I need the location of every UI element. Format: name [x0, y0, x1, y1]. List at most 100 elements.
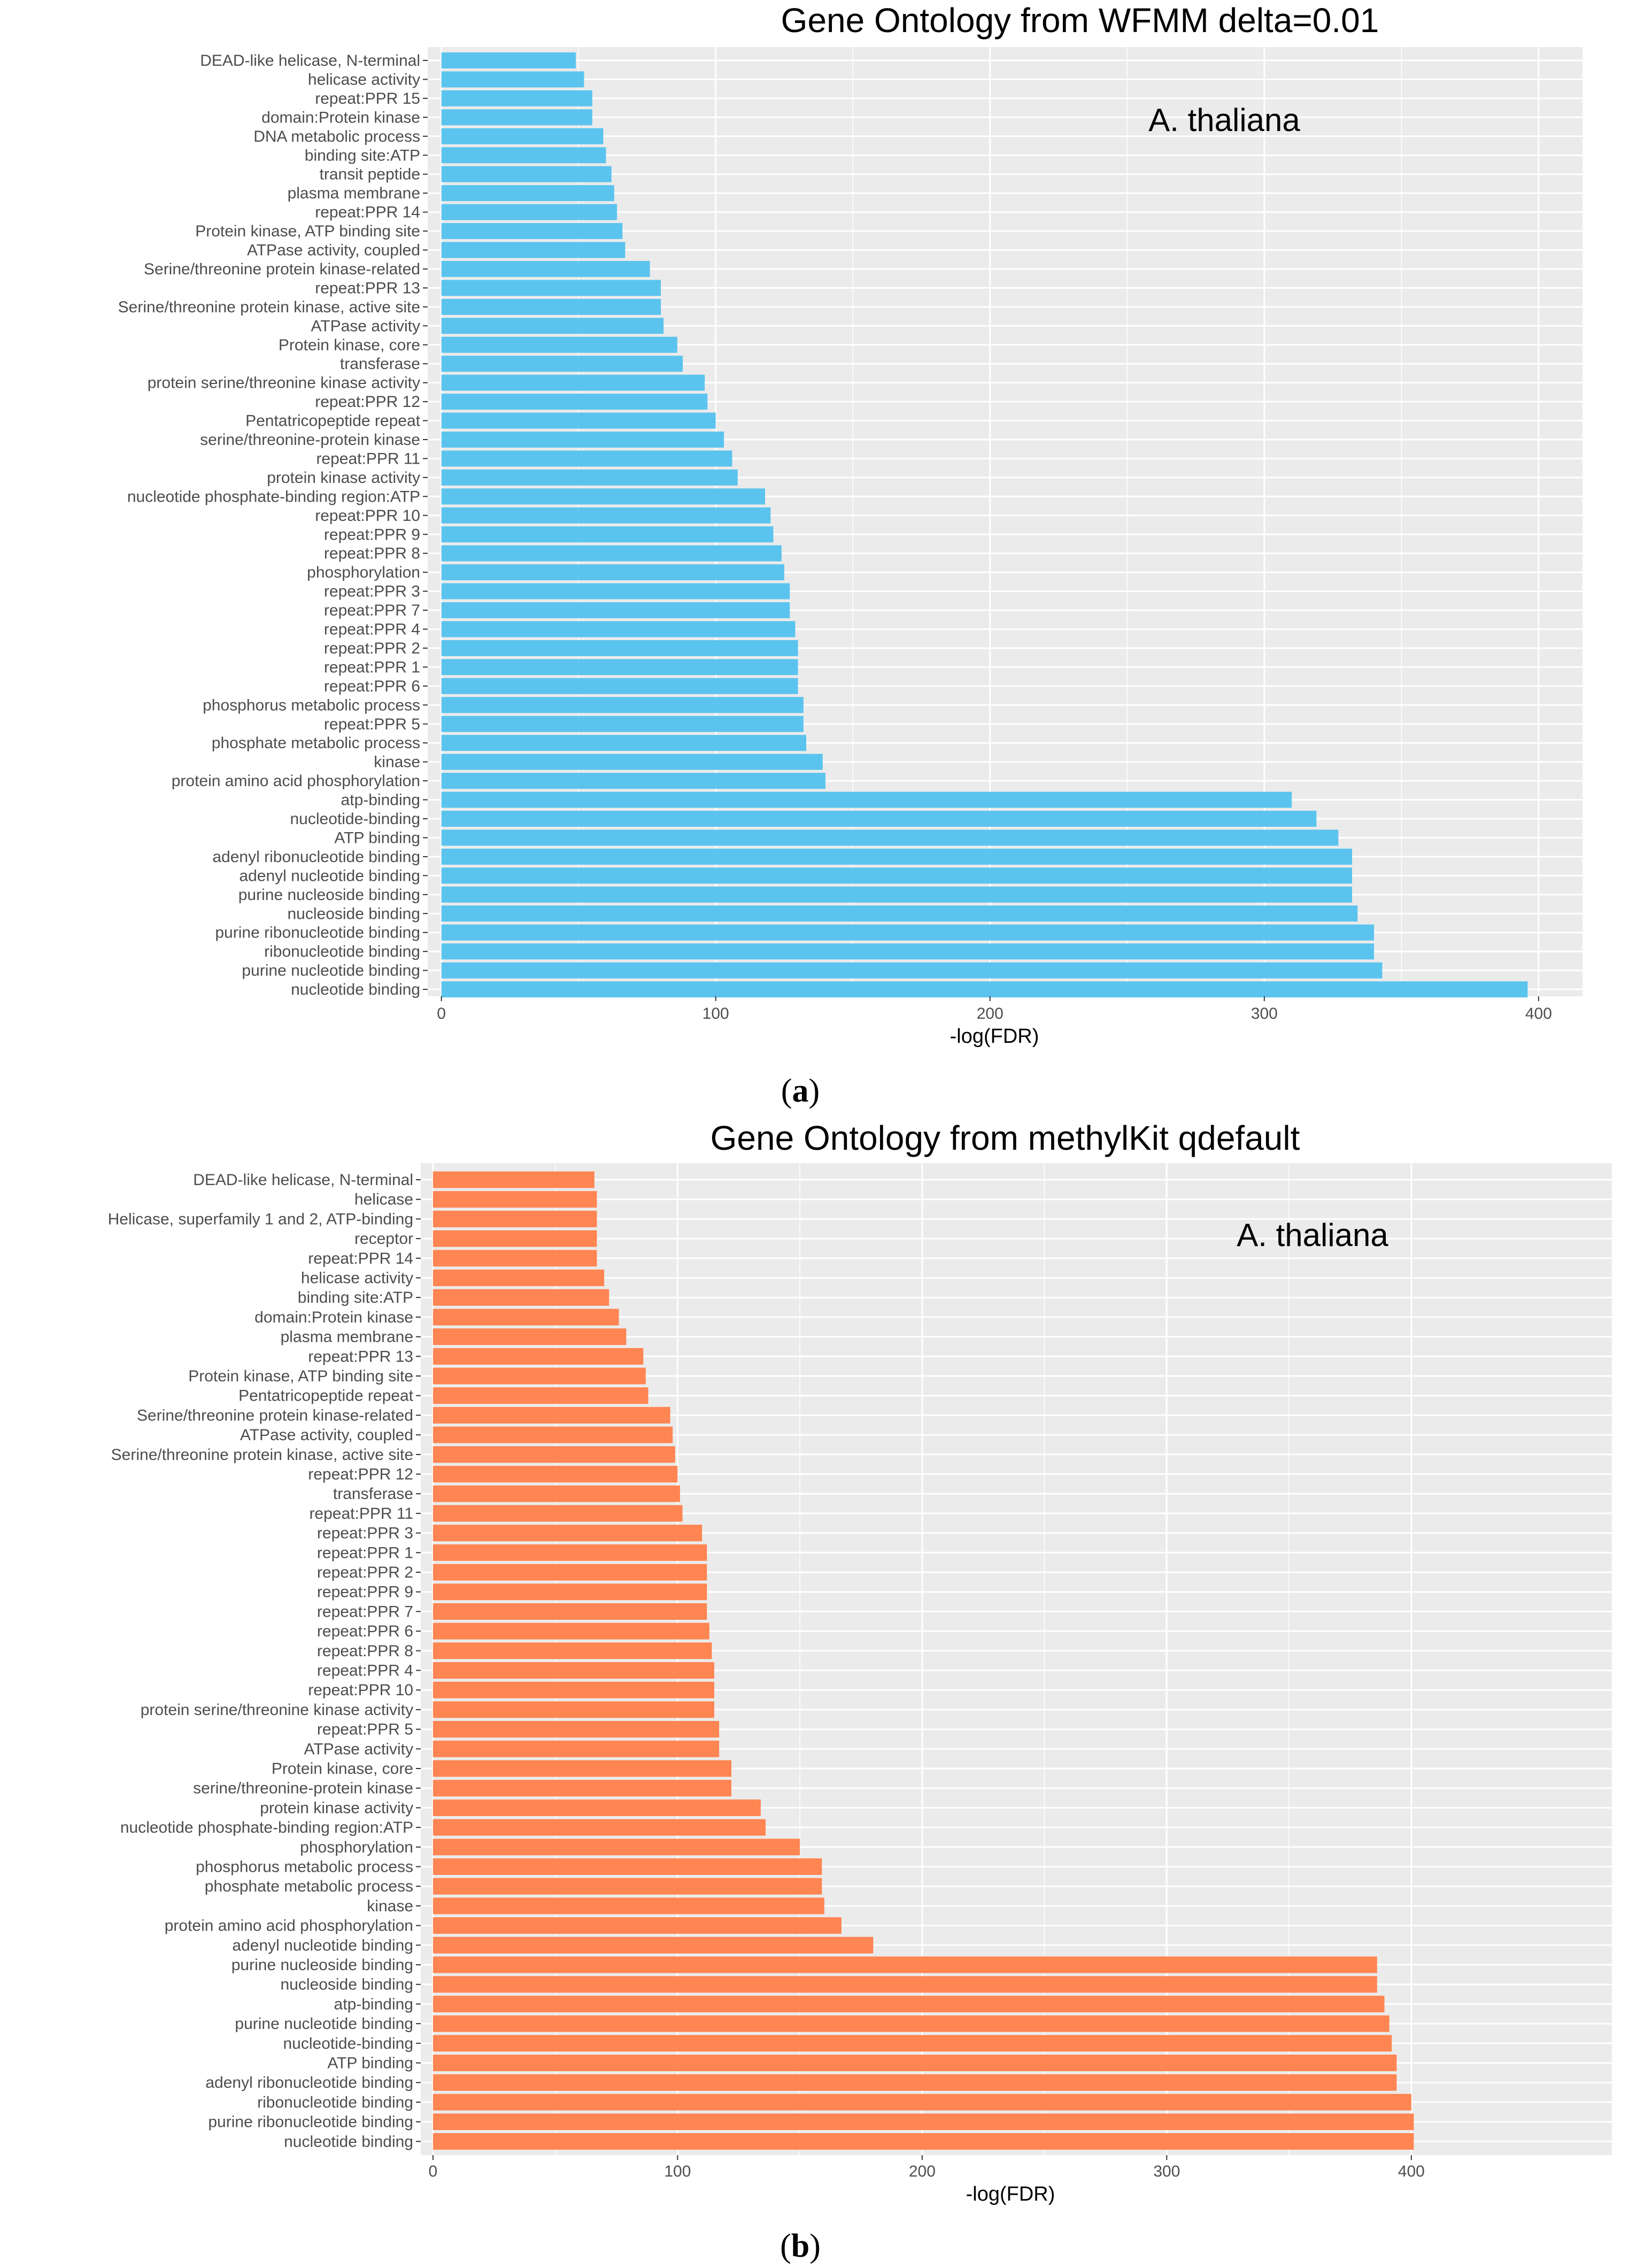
- chart-b-bar: [433, 1799, 761, 1816]
- chart-a-x-tick-label: 100: [702, 1005, 729, 1022]
- panel-b-letter: b: [791, 2228, 809, 2264]
- chart-b-bar: [433, 1446, 675, 1463]
- chart-b-category-label: Protein kinase, ATP binding site: [188, 1367, 413, 1385]
- chart-a-bar: [441, 811, 1317, 827]
- chart-b-bar: [433, 1642, 712, 1659]
- chart-b-bar: [433, 1839, 800, 1856]
- chart-a-category-label: serine/threonine-protein kinase: [200, 431, 420, 449]
- chart-a-bar: [441, 128, 604, 144]
- chart-b-bar: [433, 1936, 874, 1954]
- chart-a-category-label: Serine/threonine protein kinase-related: [144, 260, 420, 278]
- panel-a-close-paren: ): [809, 1073, 820, 1109]
- chart-a-category-label: repeat:PPR 3: [324, 583, 420, 601]
- panel-b-open-paren: (: [780, 2228, 791, 2264]
- chart-a-category-label: protein kinase activity: [267, 469, 420, 487]
- chart-b-category-label: adenyl ribonucleotide binding: [205, 2074, 413, 2092]
- chart-a-bar: [441, 905, 1358, 922]
- chart-b-bar: [433, 2113, 1414, 2131]
- chart-b-category-label: receptor: [354, 1230, 413, 1248]
- chart-a-category-label: Protein kinase, ATP binding site: [195, 222, 420, 240]
- panel-b-close-paren: ): [809, 2228, 821, 2264]
- chart-a-bar: [441, 678, 798, 694]
- chart-b-category-label: repeat:PPR 12: [308, 1466, 413, 1483]
- chart-a-bar: [441, 640, 798, 656]
- chart-b-category-label: repeat:PPR 14: [308, 1250, 413, 1267]
- chart-a-bar: [441, 242, 626, 258]
- chart-b-category-label: serine/threonine-protein kinase: [193, 1780, 413, 1797]
- chart-a-bar: [441, 867, 1353, 884]
- chart-b-bar: [433, 1289, 609, 1306]
- chart-b-bar: [433, 1191, 597, 1208]
- chart-a-bar: [441, 848, 1353, 865]
- chart-b-bar: [433, 1858, 822, 1875]
- chart-a-category-label: repeat:PPR 12: [315, 393, 420, 411]
- chart-a-x-tick-label: 400: [1525, 1005, 1552, 1022]
- chart-b-bar: [433, 2015, 1389, 2032]
- chart-b-bar: [433, 1956, 1377, 1973]
- chart-b-bar: [433, 1995, 1385, 2012]
- chart-b-x-tick-label: 300: [1153, 2163, 1180, 2180]
- chart-b-bar: [433, 1505, 683, 1522]
- chart-b-category-label: protein amino acid phosphorylation: [165, 1917, 413, 1935]
- chart-b-bar: [433, 1917, 841, 1934]
- chart-a-bar: [441, 318, 664, 334]
- chart-a-category-label: nucleotide binding: [291, 981, 420, 998]
- chart-a-x-tick-label: 300: [1251, 1005, 1278, 1022]
- chart-b-category-label: atp-binding: [334, 1995, 413, 2013]
- chart-a-category-label: repeat:PPR 8: [324, 545, 420, 563]
- chart-b-x-axis-title: -log(FDR): [966, 2183, 1055, 2205]
- chart-a-category-label: purine nucleotide binding: [242, 962, 420, 980]
- chart-a-category-label: repeat:PPR 5: [324, 716, 420, 733]
- chart-a-bar: [441, 147, 606, 164]
- chart-b-category-label: binding site:ATP: [298, 1289, 413, 1306]
- chart-b-category-label: nucleoside binding: [280, 1976, 413, 1994]
- chart-a-category-label: ATPase activity: [311, 317, 420, 335]
- chart-b-annotation: A. thaliana: [1237, 1217, 1388, 1253]
- chart-a-bar: [441, 298, 661, 315]
- chart-b-bar: [433, 2094, 1411, 2111]
- chart-b-bar: [433, 1623, 709, 1640]
- chart-b-bar: [433, 1662, 714, 1679]
- chart-b-bars: [433, 1171, 1414, 2150]
- chart-b-category-label: repeat:PPR 4: [317, 1662, 413, 1680]
- chart-a-category-label: repeat:PPR 4: [324, 621, 420, 639]
- chart-b-category-label: phosphate metabolic process: [205, 1878, 413, 1895]
- chart-a-category-label: domain:Protein kinase: [261, 109, 420, 126]
- chart-b-bar: [433, 2074, 1397, 2091]
- chart-a-category-label: phosphorylation: [307, 564, 420, 581]
- chart-a-category-label: phosphorus metabolic process: [203, 696, 420, 714]
- chart-a-bar: [441, 394, 708, 410]
- chart-b-bar: [433, 1583, 707, 1601]
- chart-a-category-label: adenyl ribonucleotide binding: [212, 848, 420, 866]
- chart-a-bar: [441, 71, 584, 88]
- chart-b-bar: [433, 1309, 619, 1326]
- chart-b-bar: [433, 1426, 673, 1443]
- chart-b-category-label: phosphorylation: [300, 1839, 413, 1856]
- chart-a-category-label: purine nucleoside binding: [238, 886, 420, 904]
- chart-b-bar: [433, 1230, 597, 1247]
- panel-a-open-paren: (: [781, 1073, 792, 1109]
- chart-a-category-label: transferase: [340, 355, 420, 373]
- chart-a-bar: [441, 526, 774, 543]
- chart-a-category-label: transit peptide: [320, 166, 420, 183]
- chart-a-category-label: nucleotide-binding: [290, 810, 420, 828]
- chart-b-category-label: nucleotide binding: [284, 2133, 413, 2150]
- chart-a-bar: [441, 90, 592, 106]
- chart-b-category-label: Serine/threonine protein kinase, active …: [111, 1446, 413, 1464]
- chart-b-bar: [433, 1681, 714, 1698]
- chart-a-bar: [441, 469, 738, 486]
- chart-b-bar: [433, 1367, 646, 1385]
- chart-b-bar: [433, 1780, 732, 1797]
- chart-a-category-label: Protein kinase, core: [279, 336, 420, 354]
- chart-b-bar: [433, 1819, 766, 1836]
- chart-a-category-label: repeat:PPR 15: [315, 90, 420, 107]
- chart-a-category-label: Serine/threonine protein kinase, active …: [118, 298, 420, 316]
- chart-a-bar: [441, 507, 771, 524]
- chart-a-category-label: repeat:PPR 13: [315, 279, 420, 297]
- chart-a-annotation: A. thaliana: [1148, 102, 1300, 138]
- chart-a-category-label: DEAD-like helicase, N-terminal: [200, 52, 420, 70]
- chart-b-category-label: ATP binding: [327, 2055, 413, 2072]
- chart-b-bar: [433, 1544, 707, 1561]
- chart-b-category-label: helicase activity: [301, 1270, 413, 1287]
